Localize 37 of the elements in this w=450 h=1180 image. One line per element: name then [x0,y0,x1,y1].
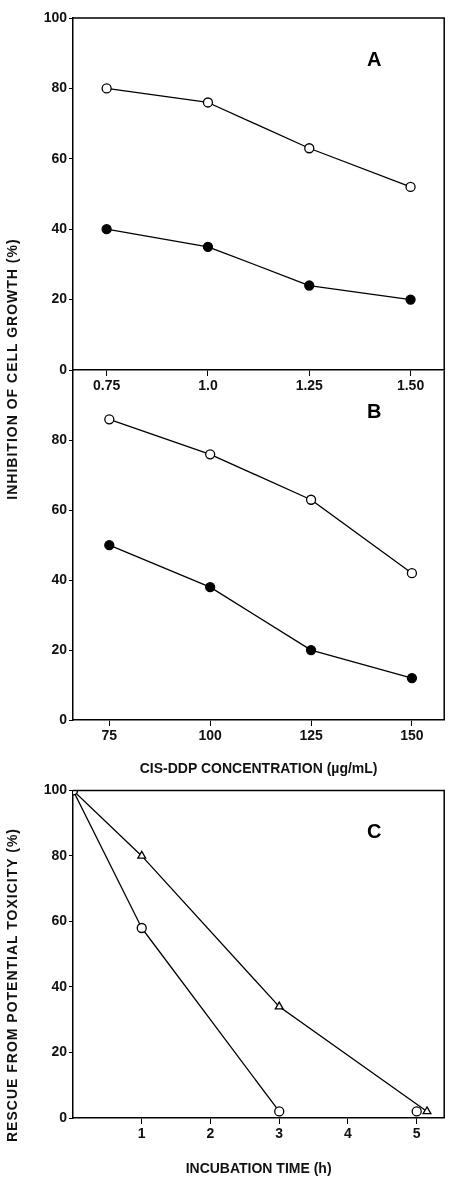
annotation: B [366,400,382,423]
x-tick-label: 0.75 [93,377,121,394]
x-tick-label: 1.0 [198,377,218,394]
x-tick-label: 75 [101,727,118,744]
y-axis-title: RESCUE FROM POTENTIAL TOXICITY (%) [4,827,21,1144]
x-tick-label: 2 [206,1125,215,1142]
y-tick-label: 60 [51,501,68,518]
y-tick-label: 40 [51,977,68,994]
x-tick-label: 1.25 [295,377,324,394]
y-tick-label: 20 [51,1043,68,1060]
y-tick-label: 0 [59,360,68,377]
y-tick-label: 0 [59,710,68,727]
y-axis-title: INHIBITION OF CELL GROWTH (%) [4,237,21,502]
x-axis-title: CIS-DDP CONCENTRATION (µg/mL) [139,760,378,777]
y-tick-label: 20 [51,290,68,307]
x-tick-label: 3 [275,1125,284,1142]
y-tick-label: 20 [51,640,68,657]
y-tick-label: 40 [51,220,68,237]
y-tick-label: 40 [51,571,68,588]
x-tick-label: 5 [412,1125,421,1142]
x-tick-label: 4 [344,1125,353,1142]
x-axis-title: INCUBATION TIME (h) [185,1160,332,1177]
y-tick-label: 0 [59,1108,68,1125]
x-tick-label: 1 [137,1125,146,1142]
y-tick-label: 60 [51,149,68,166]
annotation: A [366,48,382,70]
y-tick-label: 100 [43,8,68,25]
annotation: C [366,820,382,843]
y-tick-label: 80 [51,431,68,448]
x-tick-label: 125 [299,727,323,744]
x-tick-label: 100 [198,727,223,744]
y-tick-label: 60 [51,912,68,929]
x-tick-label: 1.50 [396,377,425,394]
y-tick-label: 100 [43,781,68,798]
x-tick-label: 150 [400,727,424,744]
y-tick-label: 80 [51,846,68,863]
y-tick-label: 80 [51,79,68,96]
